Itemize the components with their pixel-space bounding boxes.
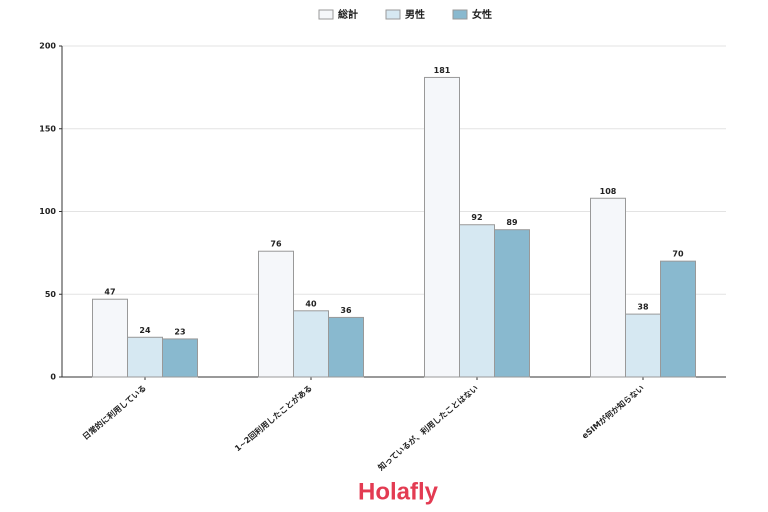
legend-swatch [385, 9, 401, 20]
value-label: 70 [672, 250, 684, 259]
bar [127, 336, 163, 378]
bar [660, 260, 696, 378]
logo: Holafly [358, 478, 439, 505]
bar [424, 76, 460, 378]
value-label: 24 [139, 326, 151, 335]
value-label: 40 [305, 299, 317, 308]
x-tick-label: 知っているが、利用したことはない [376, 383, 480, 473]
legend-label: 総計 [338, 8, 358, 21]
bar [590, 197, 626, 378]
legend-swatch [452, 9, 468, 20]
bar [92, 298, 128, 378]
bar [162, 338, 198, 378]
value-label: 76 [270, 240, 282, 249]
legend-label: 男性 [405, 8, 425, 21]
x-tick-label: 1~2回利用したことがある [233, 383, 314, 454]
x-tick-label: 日常的に利用している [80, 383, 148, 442]
bar [494, 229, 530, 378]
y-tick-label: 0 [50, 373, 56, 382]
x-tick-label: eSIMが何か知らない [580, 383, 646, 441]
legend-label: 女性 [472, 8, 492, 21]
value-label: 92 [471, 213, 482, 222]
bar [293, 310, 329, 378]
legend-swatch [318, 9, 334, 20]
y-tick-label: 150 [39, 124, 56, 133]
y-tick-label: 100 [39, 207, 56, 216]
bar [258, 250, 294, 378]
bar [328, 316, 364, 378]
y-tick-label: 50 [45, 290, 57, 299]
value-label: 108 [600, 187, 617, 196]
value-label: 38 [637, 303, 649, 312]
value-label: 89 [506, 218, 518, 227]
value-label: 181 [434, 66, 451, 75]
value-label: 36 [340, 306, 352, 315]
value-label: 47 [104, 288, 115, 297]
bar [625, 313, 661, 378]
bar [459, 224, 495, 378]
y-tick-label: 200 [39, 42, 56, 51]
value-label: 23 [174, 327, 185, 336]
